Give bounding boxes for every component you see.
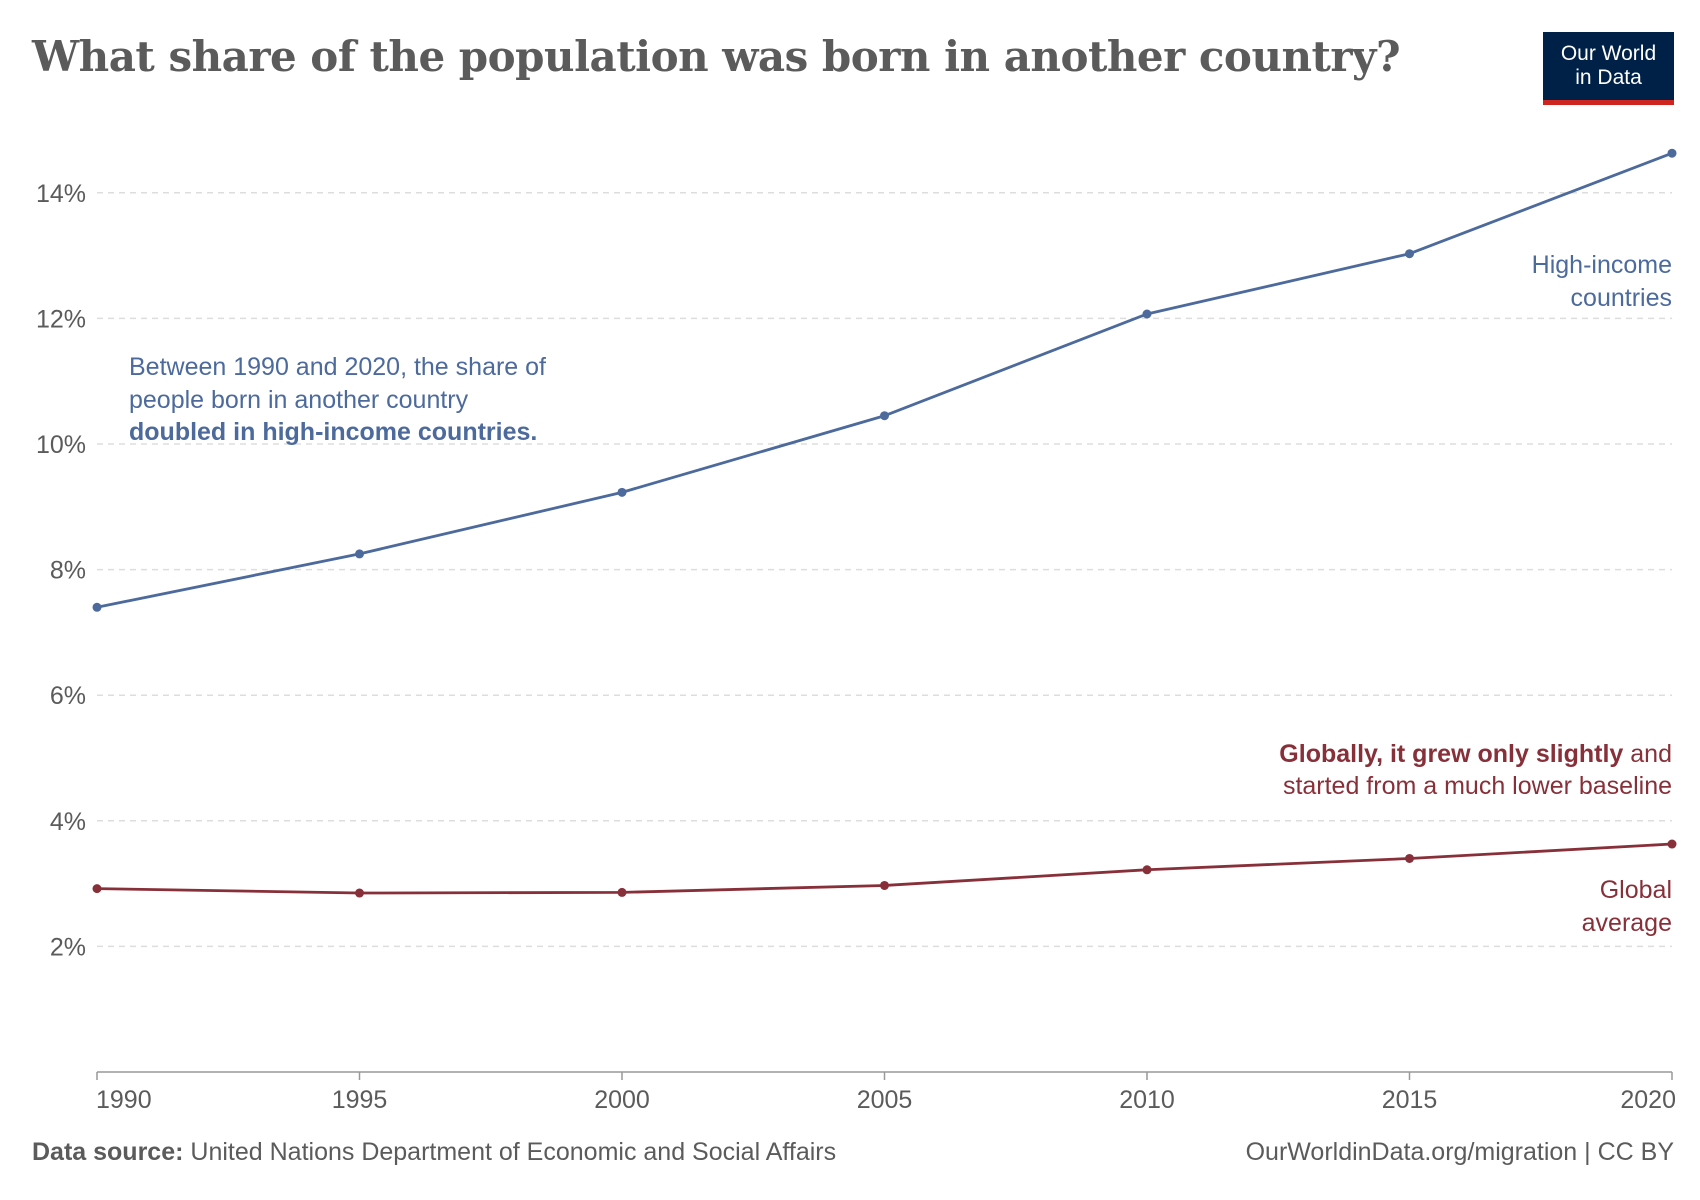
global-average-point [1667,839,1677,849]
y-tick-label: 2% [50,933,86,961]
credit-link[interactable]: OurWorldinData.org/migration | CC BY [1245,1138,1674,1166]
global-average-point [1142,865,1152,875]
x-tick-label: 1990 [96,1086,152,1114]
x-tick-label: 2020 [1620,1086,1676,1114]
annotation-global-rest: and [1623,740,1672,768]
data-source: Data source: United Nations Department o… [32,1138,836,1167]
x-tick-label: 2000 [594,1086,650,1114]
high-income-point [880,411,889,421]
high-income-label-line-2: countries [1571,284,1672,312]
annotation-high-income-line-1: Between 1990 and 2020, the share of [129,353,546,381]
x-tick-label: 2015 [1382,1086,1438,1114]
y-tick-label: 4% [50,808,86,836]
y-tick-label: 8% [50,557,86,585]
global-average-point [880,880,889,890]
high-income-point [1667,148,1677,158]
annotation-global-bold: Globally, it grew only slightly [1279,740,1623,768]
high-income-label-line-1: High-income [1532,251,1672,279]
data-source-text: United Nations Department of Economic an… [183,1138,837,1166]
annotation-global-line-2: started from a much lower baseline [1283,772,1672,800]
annotation-high-income-line-2: people born in another country [129,386,469,414]
high-income-point [1142,309,1152,319]
owid-logo[interactable]: Our World in Data [1543,32,1674,105]
y-tick-label: 6% [50,682,86,710]
high-income-point [92,602,102,612]
global-average-point [1405,853,1414,863]
global-average-label-line-1: Global [1600,876,1672,904]
high-income-point [1405,249,1414,259]
x-tick-label: 2005 [857,1086,913,1114]
global-average-point [92,884,102,894]
logo-line-2: in Data [1575,66,1642,89]
global-average-point [617,887,627,897]
x-tick-label: 2010 [1119,1086,1175,1114]
chart-title: What share of the population was born in… [32,32,1401,81]
y-tick-label: 10% [36,431,86,459]
y-tick-label: 14% [36,180,86,208]
high-income-point [355,549,364,559]
logo-line-1: Our World [1560,42,1657,65]
global-average-point [355,888,364,898]
x-tick-label: 1995 [332,1086,388,1114]
y-tick-label: 12% [36,305,86,333]
global-average-label-line-2: average [1582,909,1672,937]
data-source-label: Data source: [32,1138,184,1166]
logo-accent-bar [1543,100,1674,105]
annotation-high-income-line-3: doubled in high-income countries. [129,418,537,446]
annotation-global-line-1: Globally, it grew only slightly and [1279,740,1672,768]
high-income-point [617,487,627,497]
